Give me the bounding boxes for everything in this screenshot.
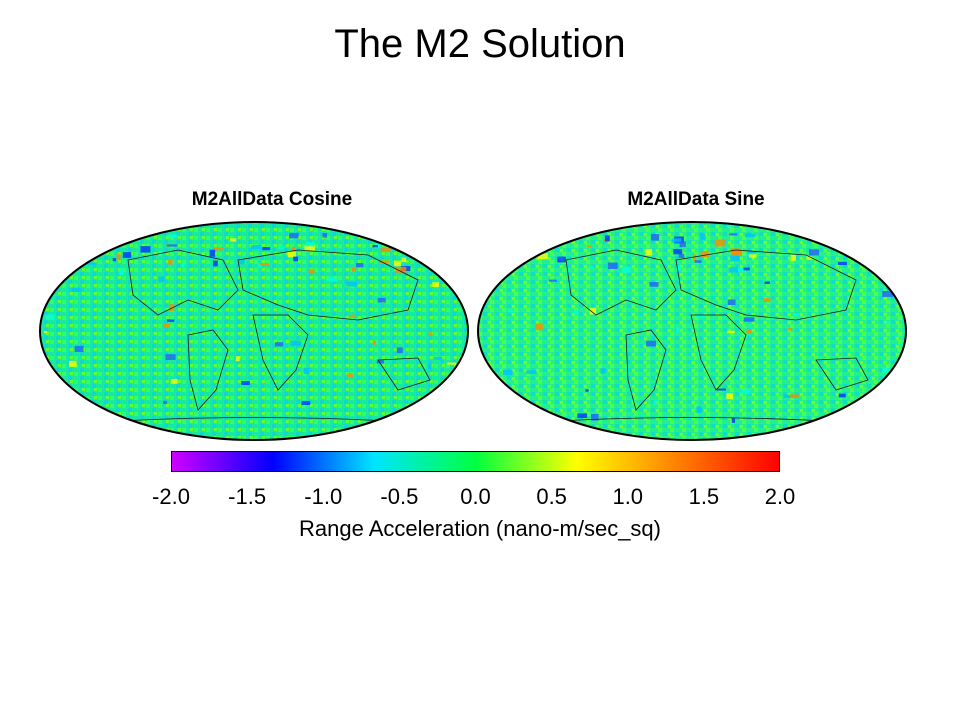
- sine-map-svg: [477, 221, 907, 441]
- colorbar-tick-label: -1.0: [304, 484, 343, 509]
- cosine-map-title: M2AllData Cosine: [191, 189, 353, 210]
- colorbar-tick-label: -1.5: [228, 484, 267, 509]
- sine-world-map: [476, 220, 908, 442]
- colorbar-tick-label: -0.5: [380, 484, 419, 509]
- colorbar-tick-label: 0.5: [536, 484, 567, 509]
- colorbar: [171, 451, 780, 472]
- colorbar-tick-label: 0.0: [460, 484, 491, 509]
- sine-map-title: M2AllData Sine: [627, 189, 765, 210]
- slide-title: The M2 Solution: [334, 22, 626, 66]
- colorbar-tick-label: 2.0: [764, 484, 796, 509]
- colorbar-label: Range Acceleration (nano-m/sec_sq): [299, 516, 661, 541]
- cosine-world-map: [38, 220, 470, 442]
- colorbar-tick-label: -2.0: [152, 484, 190, 509]
- cosine-map-svg: [39, 221, 469, 441]
- colorbar-svg: [171, 451, 780, 472]
- colorbar-tick-label: 1.5: [688, 484, 720, 509]
- colorbar-tick-label: 1.0: [612, 484, 644, 509]
